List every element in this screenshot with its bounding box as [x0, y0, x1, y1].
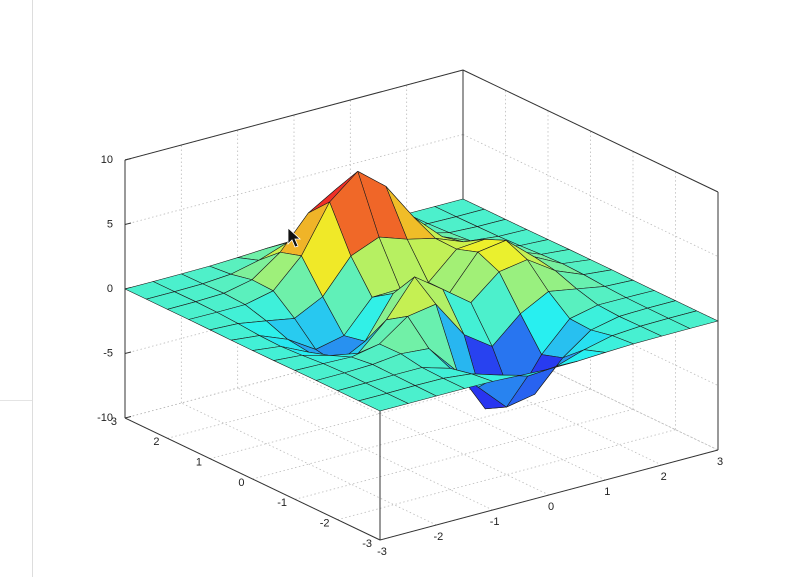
- axis-box-line: [379, 449, 719, 541]
- z-tick-label: 10: [101, 154, 113, 166]
- y-tick-label: 1: [196, 457, 202, 469]
- tick-mark: [124, 222, 132, 225]
- y-tick-label: 2: [153, 436, 159, 448]
- tick-mark: [124, 351, 132, 354]
- x-tick-label: -3: [377, 546, 387, 558]
- y-tick-label: -1: [277, 497, 287, 509]
- axis-box-line: [124, 69, 464, 161]
- tick-mark: [124, 416, 132, 419]
- y-tick-label: 0: [238, 477, 244, 489]
- surface-patch: [358, 393, 409, 412]
- y-tick-label: -2: [320, 518, 330, 530]
- axis-box-line: [462, 69, 719, 193]
- grid-line: [181, 402, 437, 526]
- z-tick-label: 5: [107, 218, 113, 230]
- z-tick-label: 0: [107, 283, 113, 295]
- y-tick-label: -3: [362, 538, 372, 550]
- x-tick-label: 3: [717, 456, 723, 468]
- grid-line: [406, 342, 662, 466]
- z-tick-label: -10: [97, 412, 113, 424]
- x-tick-label: -2: [433, 531, 443, 543]
- grid-line: [293, 372, 550, 496]
- y-tick-label: 3: [111, 416, 117, 428]
- x-tick-label: -1: [490, 516, 500, 528]
- x-tick-label: 0: [548, 501, 554, 513]
- tick-mark: [124, 158, 132, 161]
- x-tick-label: 1: [604, 486, 610, 498]
- axis-box-line: [124, 417, 381, 541]
- mouse-cursor: [287, 227, 302, 248]
- z-tick-label: -5: [103, 347, 113, 359]
- x-tick-label: 2: [661, 471, 667, 483]
